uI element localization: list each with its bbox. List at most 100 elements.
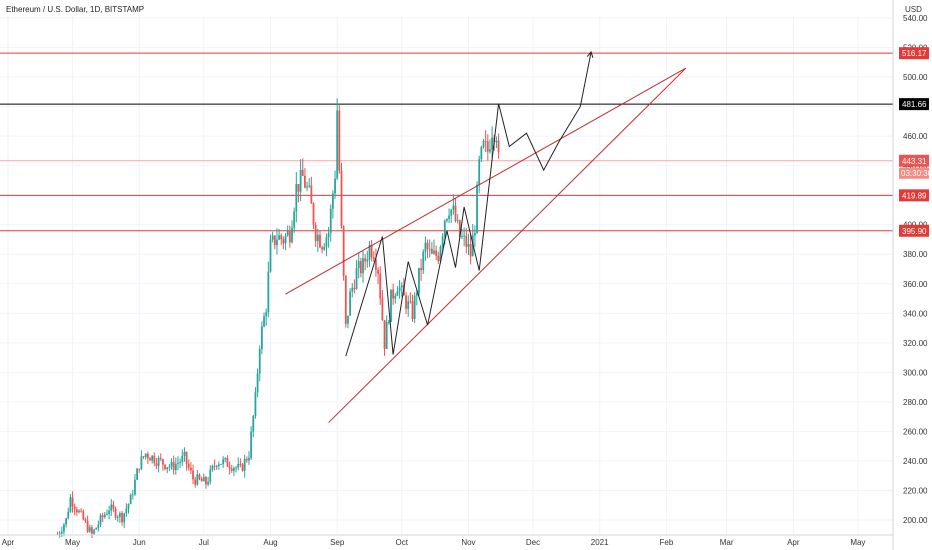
wedge-trendlines xyxy=(285,67,687,423)
candle-body xyxy=(411,301,414,319)
candle-body xyxy=(295,184,298,212)
candle-body xyxy=(157,457,160,466)
candle-body xyxy=(377,269,379,274)
candle-body xyxy=(123,513,126,523)
candle-body xyxy=(446,218,448,221)
candle-body xyxy=(114,508,117,518)
price-tick-label: 220.00 xyxy=(903,486,928,495)
projection-polyline xyxy=(345,51,592,357)
candle-body xyxy=(467,244,470,247)
candle-body xyxy=(196,474,199,485)
candle-body xyxy=(344,275,347,324)
candle-body xyxy=(351,287,354,292)
candle-body xyxy=(448,215,450,219)
candle-body xyxy=(284,235,287,244)
candle-body xyxy=(88,527,91,532)
candle-body xyxy=(146,453,149,459)
price-tick-label: 500.00 xyxy=(903,73,928,82)
candle-body xyxy=(80,510,83,512)
candle-body xyxy=(258,349,261,374)
wedge-line xyxy=(285,67,686,295)
candle-body xyxy=(291,227,293,243)
candle-body xyxy=(170,461,173,467)
candle-body xyxy=(310,185,313,204)
candle-body xyxy=(405,295,407,309)
candle-body xyxy=(189,467,192,471)
candle-body xyxy=(286,231,289,236)
candle-body xyxy=(293,211,296,228)
candle-body xyxy=(177,462,179,464)
price-tag-label: 419.89 xyxy=(902,191,927,200)
candle-body xyxy=(390,289,392,322)
candle-body xyxy=(222,459,225,465)
price-tag xyxy=(899,98,929,111)
candle-body xyxy=(151,455,154,461)
candle-body xyxy=(282,239,285,244)
grid-lines xyxy=(0,16,893,535)
candle-body xyxy=(224,457,227,460)
candle-body xyxy=(437,255,440,262)
candle-body xyxy=(489,149,491,152)
candle-body xyxy=(319,234,321,248)
time-tick-label: May xyxy=(850,538,865,547)
candle-body xyxy=(394,295,397,299)
time-tick-label: Apr xyxy=(787,538,800,547)
candle-body xyxy=(65,518,67,525)
candle-body xyxy=(243,458,246,471)
candle-body xyxy=(463,235,466,237)
candle-body xyxy=(398,287,401,292)
candle-body xyxy=(230,468,233,471)
candle-body xyxy=(452,205,455,210)
candle-body xyxy=(473,233,476,236)
horizontal-levels xyxy=(0,52,893,232)
candle-body xyxy=(220,464,222,465)
candle-body xyxy=(205,476,207,485)
candle-body xyxy=(213,465,216,467)
candle-body xyxy=(430,248,433,254)
candle-body xyxy=(280,235,283,240)
candle-body xyxy=(329,208,332,233)
candle-body xyxy=(110,504,113,511)
candle-body xyxy=(58,533,61,535)
candle-body xyxy=(372,257,375,260)
candle-body xyxy=(256,373,259,393)
chart-title: Ethereum / U.S. Dollar, 1D, BITSTAMP xyxy=(6,5,144,14)
candlesticks xyxy=(56,98,500,539)
candle-body xyxy=(340,170,343,227)
candle-body xyxy=(306,186,308,188)
price-tag xyxy=(899,224,929,237)
candle-body xyxy=(433,250,435,254)
candle-body xyxy=(484,140,487,142)
candle-body xyxy=(116,517,119,518)
time-tick-label: Mar xyxy=(720,538,734,547)
candle-body xyxy=(73,506,76,510)
price-tick-label: 360.00 xyxy=(903,280,928,289)
candle-body xyxy=(456,220,459,222)
candle-body xyxy=(314,225,317,242)
candle-body xyxy=(486,141,489,152)
price-tick-label: 320.00 xyxy=(903,339,928,348)
candle-body xyxy=(476,184,478,234)
candle-body xyxy=(316,234,319,242)
currency-label: USD xyxy=(905,5,922,14)
candle-body xyxy=(75,509,78,513)
candle-body xyxy=(174,463,177,471)
candle-body xyxy=(364,258,367,262)
candle-body xyxy=(368,245,371,260)
candle-body xyxy=(260,326,263,350)
candle-body xyxy=(129,494,132,505)
candle-body xyxy=(357,261,360,269)
price-tag xyxy=(899,47,929,60)
time-axis[interactable]: Apr May Jun Jul Aug Sep Oct Nov Dec 2021 Feb Mar Apr… xyxy=(0,534,893,547)
candle-body xyxy=(69,497,72,512)
price-axis[interactable]: 200.00 220.00 240.00 260.00 280.00 300.00 320.… xyxy=(892,0,928,550)
candle-body xyxy=(497,140,500,153)
price-tick-label: 240.00 xyxy=(903,457,928,466)
candle-body xyxy=(254,392,257,416)
candle-body xyxy=(327,232,330,238)
candle-body xyxy=(86,520,89,532)
time-tick-label: Dec xyxy=(526,538,540,547)
candle-body xyxy=(418,267,420,294)
candle-body xyxy=(349,291,352,316)
